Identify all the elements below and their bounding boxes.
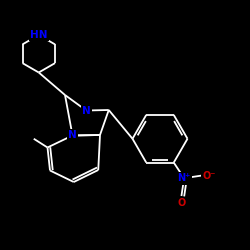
Text: HN: HN bbox=[30, 30, 48, 40]
Text: O: O bbox=[177, 198, 186, 208]
Text: N⁺: N⁺ bbox=[178, 173, 191, 183]
Text: O⁻: O⁻ bbox=[202, 170, 215, 180]
Text: N: N bbox=[68, 130, 77, 140]
Text: N: N bbox=[82, 106, 90, 116]
